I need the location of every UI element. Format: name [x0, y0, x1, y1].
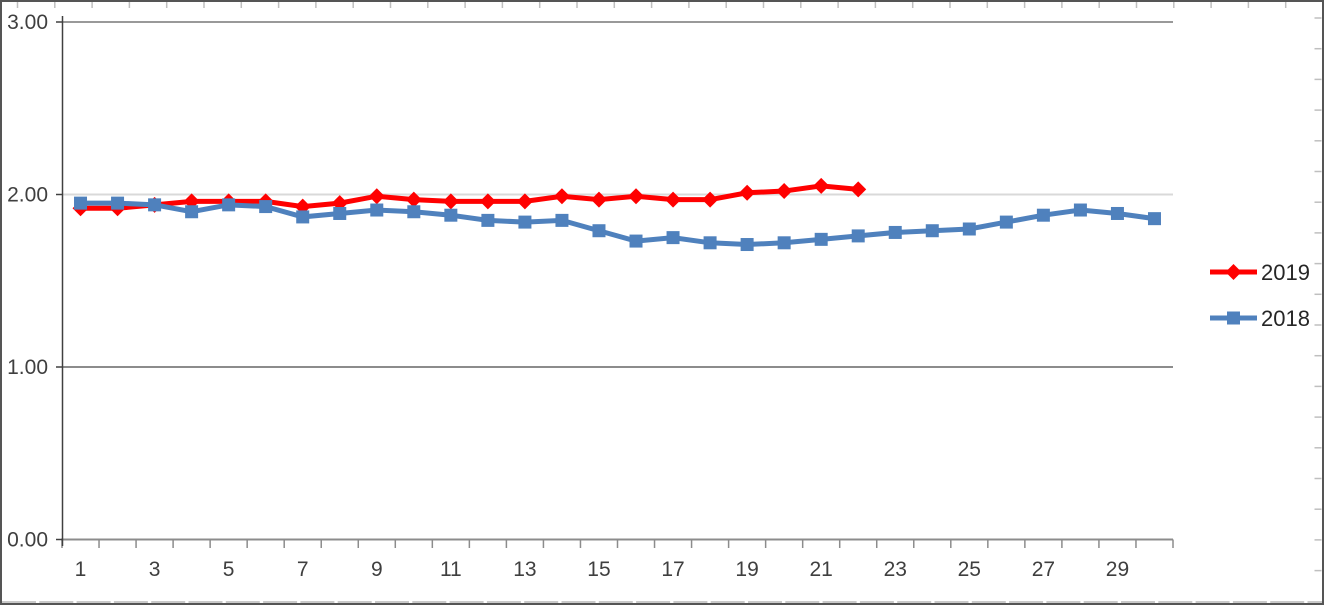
series-2018-marker[interactable]: [1110, 206, 1124, 220]
x-tick-label: 17: [661, 558, 684, 581]
x-tick-label: 3: [149, 558, 161, 581]
series-2018-marker[interactable]: [222, 198, 236, 212]
series-2019-marker[interactable]: [442, 193, 459, 210]
series-2018-marker[interactable]: [333, 206, 347, 220]
series-2019-marker[interactable]: [813, 177, 830, 194]
series-2018-marker[interactable]: [444, 208, 458, 222]
y-tick-label: 2.00: [7, 184, 48, 207]
series-2018-marker[interactable]: [370, 203, 384, 217]
series-2018-marker[interactable]: [999, 215, 1013, 229]
series-2019-marker[interactable]: [628, 188, 645, 205]
series-2018-marker[interactable]: [518, 215, 532, 229]
series-2018-marker[interactable]: [740, 238, 754, 252]
legend-item-2019[interactable]: 2019: [1210, 260, 1310, 285]
series-2019-marker[interactable]: [702, 191, 719, 208]
x-tick-label: 13: [513, 558, 536, 581]
y-tick-label: 3.00: [7, 11, 48, 34]
y-tick-label: 0.00: [7, 529, 48, 552]
series-2019-marker[interactable]: [850, 181, 867, 198]
x-tick-label: 27: [1032, 558, 1055, 581]
x-tick-label: 9: [371, 558, 383, 581]
series-2019-line[interactable]: [80, 183, 859, 211]
series-2018-marker[interactable]: [1036, 208, 1050, 222]
legend-2019-marker: [1225, 264, 1242, 280]
x-tick-label: 15: [587, 558, 610, 581]
series-2019-marker[interactable]: [776, 183, 793, 200]
series-2018-marker[interactable]: [703, 236, 717, 250]
series-2018[interactable]: [74, 196, 1161, 252]
legend-item-2018[interactable]: 2018: [1210, 306, 1310, 331]
legend-2018-label[interactable]: 2018: [1261, 306, 1310, 331]
legend-2018-marker: [1227, 311, 1240, 325]
series-2018-marker[interactable]: [666, 231, 680, 245]
x-tick-label: 11: [440, 558, 462, 581]
series-2019-marker[interactable]: [368, 188, 385, 205]
x-tick-label: 21: [810, 558, 833, 581]
legend-2019-label[interactable]: 2019: [1261, 260, 1310, 285]
series-2018-marker[interactable]: [185, 205, 199, 219]
series-2018-marker[interactable]: [148, 198, 162, 212]
x-tick-label: 25: [958, 558, 981, 581]
series-2018-marker[interactable]: [592, 224, 606, 238]
x-tick-label: 7: [297, 558, 309, 581]
series-2018-marker[interactable]: [851, 229, 865, 243]
series-2019-marker[interactable]: [590, 191, 607, 208]
series-2019-marker[interactable]: [479, 193, 496, 210]
series-2018-marker[interactable]: [777, 236, 791, 250]
series-2018-marker[interactable]: [962, 222, 976, 236]
series-2018-marker[interactable]: [111, 196, 125, 210]
series-2018-marker[interactable]: [555, 213, 569, 227]
series-2019-marker[interactable]: [405, 191, 422, 208]
series-2018-marker[interactable]: [296, 210, 310, 224]
series-2019-marker[interactable]: [553, 188, 570, 205]
series-2018-marker[interactable]: [74, 196, 88, 210]
x-tick-label: 5: [223, 558, 235, 581]
series-2019-marker[interactable]: [739, 184, 756, 201]
series-2019[interactable]: [72, 177, 867, 217]
series-2018-marker[interactable]: [925, 224, 939, 238]
series-2018-line[interactable]: [80, 200, 1155, 248]
series-2018-marker[interactable]: [407, 205, 421, 219]
series-2018-marker[interactable]: [259, 200, 273, 214]
series-2019-marker[interactable]: [665, 191, 682, 208]
series-2018-marker[interactable]: [888, 225, 902, 239]
series-2019-marker[interactable]: [516, 193, 533, 210]
series-2018-marker[interactable]: [1073, 203, 1087, 217]
x-tick-label: 19: [735, 558, 758, 581]
series-2018-marker[interactable]: [481, 213, 495, 227]
x-tick-label: 23: [884, 558, 907, 581]
x-tick-label: 29: [1106, 558, 1129, 581]
series-2018-marker[interactable]: [814, 232, 828, 246]
y-tick-label: 1.00: [7, 356, 48, 379]
series-2018-marker[interactable]: [629, 234, 643, 248]
series-2018-marker[interactable]: [1147, 212, 1161, 226]
x-tick-label: 1: [75, 558, 87, 581]
